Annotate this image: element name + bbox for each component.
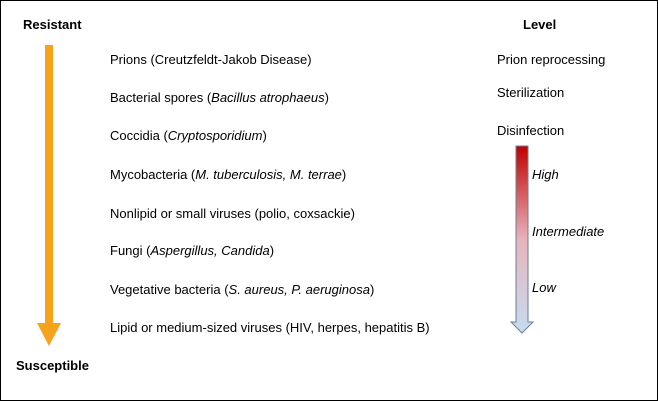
organism-text: Mycobacteria ( [110, 167, 196, 182]
level-intermediate-label: Intermediate [532, 224, 605, 239]
susceptible-label: Susceptible [16, 358, 89, 373]
organism-suffix: ) [269, 243, 275, 258]
organism-suffix: ) [324, 90, 329, 105]
organism-nonlipid-viruses: Nonlipid or small viruses (polio, coxsac… [110, 206, 355, 221]
resistance-arrow-shaft [45, 45, 53, 325]
organism-italic: S. aureus, P. aeruginosa [228, 282, 370, 297]
organism-text: Vegetative bacteria ( [110, 282, 229, 297]
level-header: Level [523, 17, 557, 32]
organism-prions: Prions (Creutzfeldt-Jakob Disease) [110, 52, 312, 67]
level-high-label: High [532, 167, 559, 182]
organism-vegetative-bacteria: Vegetative bacteria (S. aureus, P. aerug… [110, 282, 374, 297]
disinfection-gradient-arrow [509, 145, 535, 334]
organism-suffix: ) [262, 128, 267, 143]
organism-text: Prions (Creutzfeldt-Jakob Disease) [110, 52, 312, 67]
organism-fungi: Fungi (Aspergillus, Candida) [110, 243, 274, 258]
organism-italic: Aspergillus, Candida [150, 243, 270, 258]
organism-italic: M. tuberculosis, M. terrae [195, 167, 342, 182]
organism-bacterial-spores: Bacterial spores (Bacillus atrophaeus) [110, 90, 329, 105]
level-disinfection: Disinfection [497, 123, 565, 138]
level-prion-reprocessing: Prion reprocessing [497, 52, 606, 67]
organism-italic: Cryptosporidium [167, 128, 263, 143]
organism-suffix: ) [369, 282, 375, 297]
organism-coccidia: Coccidia (Cryptosporidium) [110, 128, 267, 143]
organism-italic: Bacillus atrophaeus [211, 90, 325, 105]
level-sterilization: Sterilization [497, 85, 565, 100]
organism-text: Lipid or medium-sized viruses (HIV, herp… [110, 320, 430, 335]
resistant-label: Resistant [23, 17, 82, 32]
organism-suffix: ) [341, 167, 347, 182]
organism-mycobacteria: Mycobacteria (M. tuberculosis, M. terrae… [110, 167, 346, 182]
organism-text: Nonlipid or small viruses (polio, coxsac… [110, 206, 355, 221]
organism-lipid-viruses: Lipid or medium-sized viruses (HIV, herp… [110, 320, 430, 335]
resistance-arrow-head [37, 323, 61, 346]
level-low-label: Low [532, 280, 556, 295]
organism-text: Fungi ( [110, 243, 151, 258]
organism-text: Bacterial spores ( [110, 90, 212, 105]
organism-text: Coccidia ( [110, 128, 168, 143]
